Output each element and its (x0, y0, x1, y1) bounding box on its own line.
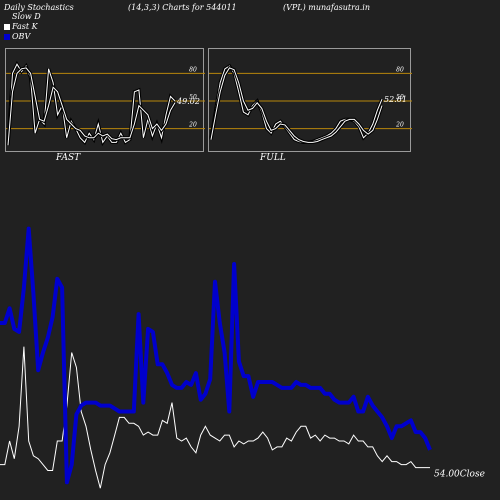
legend-slow-d: Slow D (4, 12, 41, 21)
full-panel-label: FULL (260, 153, 286, 163)
legend-fast-k: Fast K (4, 22, 38, 31)
fast-slow-d-line (7, 67, 176, 146)
full-slow-d-outline (209, 65, 384, 145)
chart-params: (14,3,3) Charts for 544011 (128, 3, 237, 12)
legend-swatch-obv (4, 33, 10, 40)
full-tick-label-80: 80 (396, 66, 404, 73)
chart-title: Daily Stochastics (4, 3, 74, 12)
fast-stochastic-plot: 20 50 80 49.02 (6, 60, 205, 147)
full-last-value-label: 52.61 (384, 95, 407, 104)
close-last-value-label: 54.00Close (434, 470, 485, 480)
full-tick-label-50: 50 (396, 94, 404, 101)
full-tick-label-20: 20 (395, 122, 404, 129)
fast-panel-label: FAST (56, 153, 81, 163)
legend-label-obv: OBV (12, 32, 31, 41)
legend-swatch-fast-k (4, 23, 10, 30)
fast-stochastic-panel: 20 50 80 49.02 (5, 48, 205, 152)
fast-tick-label-80: 80 (189, 66, 197, 73)
legend-swatch-slow-d (4, 14, 10, 20)
close-line (0, 346, 430, 489)
legend-label-slow-d: Slow D (12, 12, 41, 21)
fast-tick-label-20: 20 (188, 122, 197, 129)
full-stochastic-panel: 20 50 80 52.61 (208, 48, 412, 152)
obv-line (0, 226, 432, 485)
fast-last-value-label: 49.02 (176, 97, 200, 106)
full-slow-d-line (210, 67, 383, 143)
fast-tick-label-50: 50 (189, 94, 197, 101)
legend-label-fast-k: Fast K (12, 22, 38, 31)
full-stochastic-plot: 20 50 80 52.61 (209, 63, 412, 145)
legend-obv: OBV (4, 32, 30, 41)
chart-symbol: (VPL) munafasutra.in (283, 3, 370, 12)
